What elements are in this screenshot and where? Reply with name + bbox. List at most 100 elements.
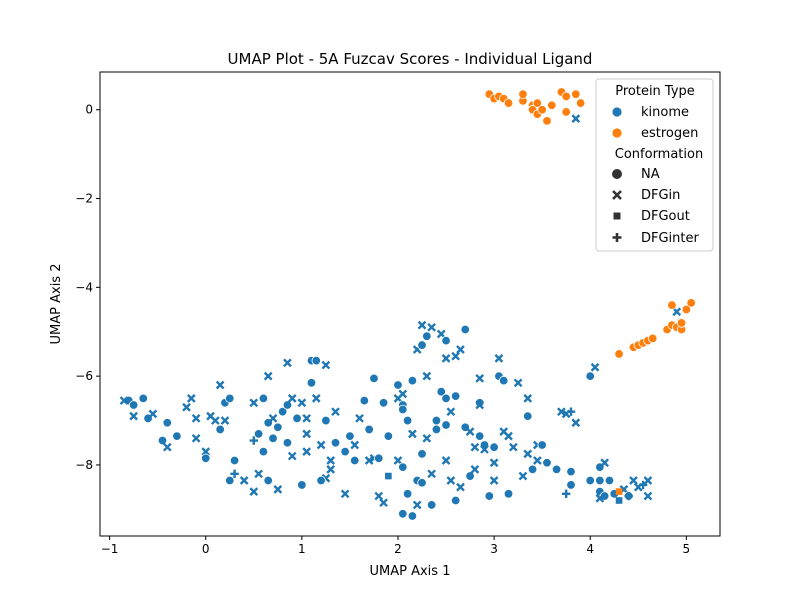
point-kinome bbox=[292, 413, 302, 424]
point-kinome bbox=[638, 480, 648, 490]
point-kinome bbox=[523, 449, 533, 459]
plot-frame bbox=[99, 71, 721, 537]
point-kinome bbox=[504, 431, 513, 441]
point-kinome bbox=[470, 465, 480, 474]
legend-marker-na bbox=[612, 169, 622, 179]
point-kinome bbox=[523, 411, 533, 421]
point-kinome bbox=[431, 415, 442, 426]
point-kinome bbox=[225, 475, 235, 486]
point-kinome bbox=[393, 456, 403, 465]
point-kinome bbox=[283, 358, 292, 368]
point-kinome bbox=[566, 407, 576, 416]
point-kinome bbox=[431, 424, 442, 435]
point-kinome bbox=[374, 453, 384, 463]
point-kinome bbox=[268, 413, 278, 423]
point-kinome bbox=[465, 427, 475, 437]
point-kinome bbox=[326, 465, 336, 474]
point-estrogen bbox=[561, 107, 571, 117]
point-kinome bbox=[350, 440, 360, 450]
point-kinome bbox=[422, 331, 432, 341]
legend-marker-kinome bbox=[611, 106, 623, 118]
point-kinome bbox=[417, 320, 427, 330]
point-kinome bbox=[599, 491, 610, 501]
point-estrogen bbox=[686, 298, 696, 308]
x-tick-label: 3 bbox=[490, 542, 498, 556]
point-kinome bbox=[374, 491, 384, 501]
point-kinome bbox=[201, 447, 211, 456]
point-kinome bbox=[422, 371, 432, 381]
point-kinome bbox=[379, 498, 388, 508]
point-kinome bbox=[489, 458, 499, 468]
point-estrogen bbox=[575, 98, 586, 108]
point-kinome bbox=[229, 455, 240, 466]
point-kinome bbox=[369, 373, 379, 384]
point-kinome bbox=[282, 400, 293, 410]
point-kinome bbox=[475, 374, 485, 383]
point-kinome bbox=[321, 360, 331, 370]
point-kinome bbox=[426, 500, 437, 510]
legend-marker-dfginter bbox=[612, 233, 622, 242]
point-kinome bbox=[402, 415, 413, 426]
point-kinome bbox=[268, 433, 278, 444]
point-kinome bbox=[441, 393, 451, 404]
legend-marker-dfgout bbox=[613, 212, 621, 220]
point-kinome bbox=[480, 445, 489, 454]
point-kinome bbox=[489, 476, 499, 485]
point-kinome bbox=[340, 489, 350, 499]
point-kinome bbox=[422, 433, 432, 443]
point-kinome bbox=[191, 433, 201, 443]
legend-label-dfgin: DFGin bbox=[641, 188, 680, 203]
point-kinome bbox=[383, 431, 394, 441]
point-kinome bbox=[162, 418, 172, 428]
point-kinome bbox=[475, 400, 485, 410]
y-axis: 0 −2 −4 −6 −8 bbox=[75, 103, 100, 472]
point-kinome bbox=[302, 447, 312, 456]
point-kinome bbox=[407, 375, 418, 386]
point-kinome bbox=[566, 466, 576, 477]
point-kinome bbox=[595, 475, 605, 486]
x-tick-label: 5 bbox=[683, 542, 691, 556]
point-kinome bbox=[615, 497, 623, 504]
point-kinome bbox=[566, 480, 576, 490]
point-kinome bbox=[311, 394, 321, 403]
point-kinome bbox=[427, 469, 436, 479]
point-kinome bbox=[191, 413, 201, 423]
point-kinome bbox=[672, 307, 682, 317]
point-kinome bbox=[474, 431, 485, 441]
legend-label-na: NA bbox=[641, 167, 660, 182]
point-kinome bbox=[408, 429, 417, 439]
points-layer bbox=[119, 87, 696, 521]
point-kinome bbox=[643, 476, 653, 485]
point-kinome bbox=[321, 415, 331, 426]
point-kinome bbox=[474, 398, 485, 408]
point-kinome bbox=[427, 322, 436, 332]
point-kinome bbox=[258, 393, 269, 404]
y-axis-label: UMAP Axis 2 bbox=[49, 264, 64, 345]
point-kinome bbox=[600, 458, 609, 468]
point-kinome bbox=[311, 355, 321, 366]
point-kinome bbox=[484, 491, 495, 501]
point-kinome bbox=[436, 386, 446, 397]
point-kinome bbox=[533, 456, 542, 465]
point-kinome bbox=[249, 398, 259, 408]
point-kinome bbox=[489, 442, 499, 452]
point-kinome bbox=[297, 480, 307, 490]
point-kinome bbox=[157, 435, 168, 446]
point-kinome bbox=[220, 416, 230, 425]
point-kinome bbox=[542, 458, 552, 468]
point-kinome bbox=[316, 475, 326, 486]
point-kinome bbox=[417, 449, 427, 459]
point-kinome bbox=[441, 456, 451, 465]
x-axis-label: UMAP Axis 1 bbox=[370, 564, 451, 579]
point-kinome bbox=[359, 395, 370, 406]
point-kinome bbox=[446, 476, 456, 485]
point-estrogen bbox=[571, 89, 581, 99]
point-estrogen bbox=[648, 333, 658, 344]
point-kinome bbox=[595, 493, 605, 503]
point-kinome bbox=[230, 469, 239, 479]
point-kinome bbox=[503, 489, 514, 499]
point-kinome bbox=[624, 491, 633, 501]
point-kinome bbox=[412, 500, 422, 510]
point-kinome bbox=[417, 478, 427, 488]
point-kinome bbox=[508, 442, 518, 452]
